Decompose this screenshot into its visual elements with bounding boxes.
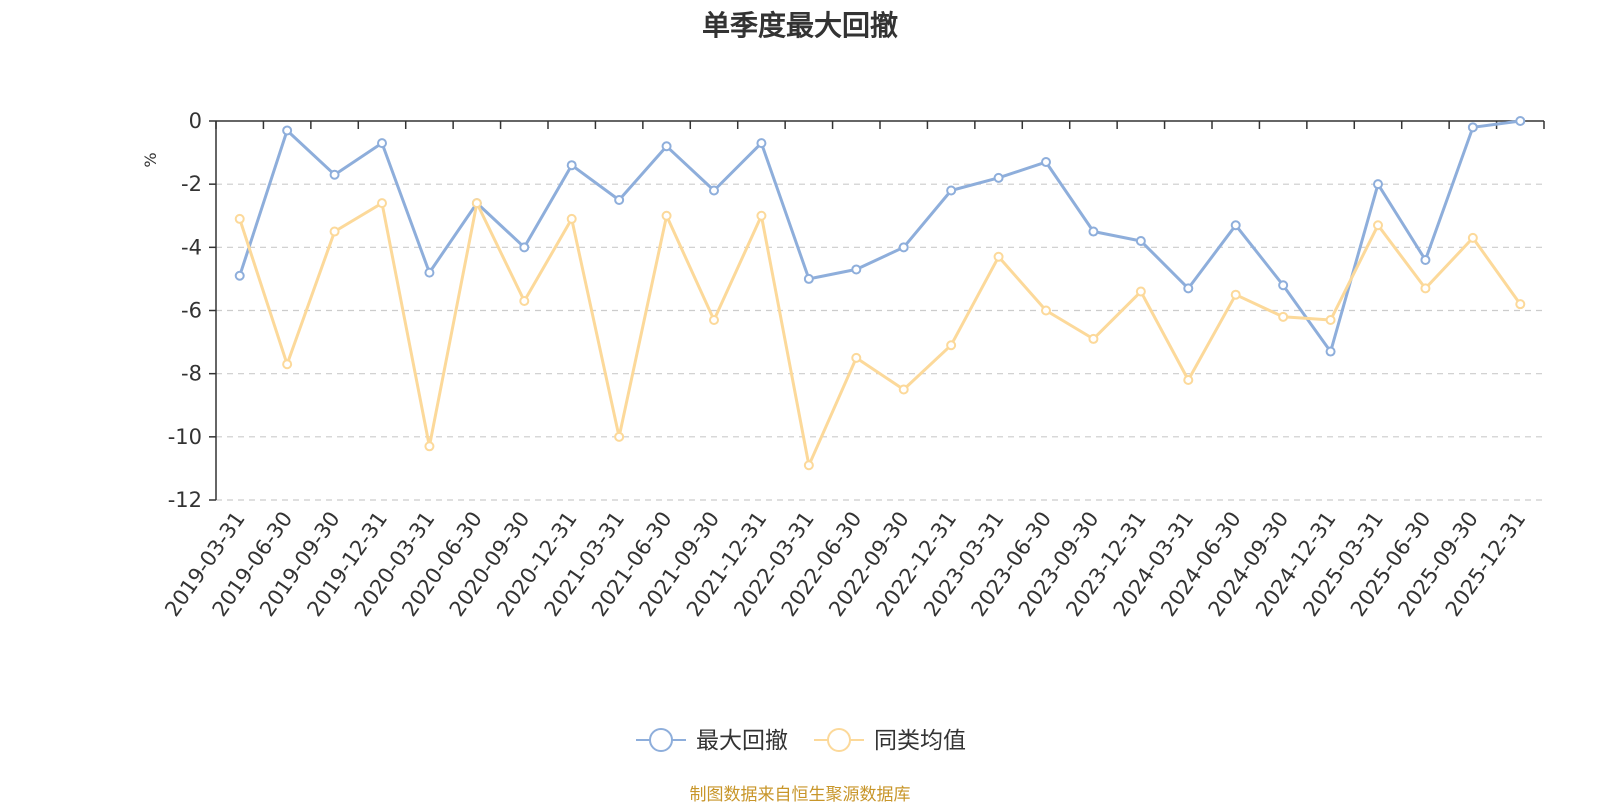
legend-label: 最大回撤: [696, 728, 788, 754]
data-point[interactable]: [519, 242, 530, 253]
data-point[interactable]: [566, 213, 577, 224]
data-point[interactable]: [1373, 179, 1383, 190]
data-point[interactable]: [1278, 311, 1289, 322]
data-point[interactable]: [1467, 122, 1478, 133]
data-point[interactable]: [1325, 346, 1336, 357]
data-point[interactable]: [946, 185, 957, 196]
data-point[interactable]: [993, 251, 1004, 262]
data-point[interactable]: [993, 172, 1004, 183]
data-point[interactable]: [1041, 305, 1051, 316]
data-point[interactable]: [566, 160, 577, 171]
data-point[interactable]: [661, 210, 672, 221]
data-point[interactable]: [424, 441, 435, 452]
data-point[interactable]: [282, 125, 293, 136]
series-layer: [234, 116, 1526, 471]
data-point[interactable]: [1278, 280, 1289, 291]
data-point[interactable]: [1183, 283, 1194, 294]
chart-title: 单季度最大回撤: [701, 9, 898, 42]
data-point[interactable]: [1515, 299, 1526, 310]
data-point[interactable]: [234, 270, 245, 281]
data-point[interactable]: [614, 194, 625, 205]
data-point[interactable]: [709, 314, 719, 325]
data-point[interactable]: [709, 185, 719, 196]
y-tick-label: -10: [168, 425, 202, 449]
data-point[interactable]: [1041, 157, 1051, 168]
data-point[interactable]: [377, 138, 387, 149]
source-note: 制图数据来自恒生聚源数据库: [689, 785, 911, 805]
legend-item-2[interactable]: 同类均值: [814, 728, 966, 754]
legend[interactable]: 最大回撤 同类均值: [636, 728, 966, 754]
data-point[interactable]: [1183, 374, 1194, 385]
legend-marker: [827, 728, 851, 752]
legend-item-1[interactable]: 最大回撤: [636, 728, 788, 754]
data-point[interactable]: [1230, 220, 1241, 231]
data-point[interactable]: [851, 352, 862, 363]
data-point[interactable]: [1088, 226, 1099, 237]
y-tick-label: -12: [168, 488, 202, 512]
data-point[interactable]: [898, 242, 909, 253]
data-point[interactable]: [1135, 286, 1146, 297]
data-point[interactable]: [898, 384, 909, 395]
data-point[interactable]: [756, 138, 767, 149]
data-point[interactable]: [1135, 236, 1146, 247]
data-point[interactable]: [1373, 220, 1383, 231]
y-tick-label: -8: [181, 362, 202, 386]
y-tick-label: -6: [181, 299, 202, 323]
data-point[interactable]: [329, 226, 340, 237]
data-point[interactable]: [803, 460, 814, 471]
data-point[interactable]: [1467, 232, 1478, 243]
data-point[interactable]: [851, 264, 862, 275]
data-point[interactable]: [519, 296, 530, 307]
data-point[interactable]: [946, 340, 957, 351]
data-point[interactable]: [329, 169, 340, 180]
data-point[interactable]: [1420, 254, 1431, 265]
data-point[interactable]: [471, 198, 482, 209]
data-point[interactable]: [1420, 283, 1431, 294]
series-2: [234, 198, 1526, 471]
legend-marker: [649, 728, 673, 752]
y-tick-label: -2: [181, 172, 202, 196]
data-point[interactable]: [1325, 314, 1336, 325]
data-point[interactable]: [614, 431, 625, 442]
series-line: [238, 201, 1522, 467]
data-point[interactable]: [661, 141, 672, 152]
data-point[interactable]: [234, 213, 245, 224]
data-point[interactable]: [1088, 333, 1099, 344]
y-axis-label: %: [141, 152, 160, 167]
data-point[interactable]: [282, 359, 293, 370]
data-point[interactable]: [756, 210, 767, 221]
data-point[interactable]: [1515, 116, 1526, 126]
data-point[interactable]: [1230, 289, 1241, 300]
data-point[interactable]: [377, 198, 387, 209]
legend-label: 同类均值: [874, 728, 966, 754]
y-tick-label: 0: [189, 109, 202, 133]
data-point[interactable]: [424, 267, 435, 278]
y-tick-label: -4: [181, 235, 202, 259]
data-point[interactable]: [803, 273, 814, 284]
